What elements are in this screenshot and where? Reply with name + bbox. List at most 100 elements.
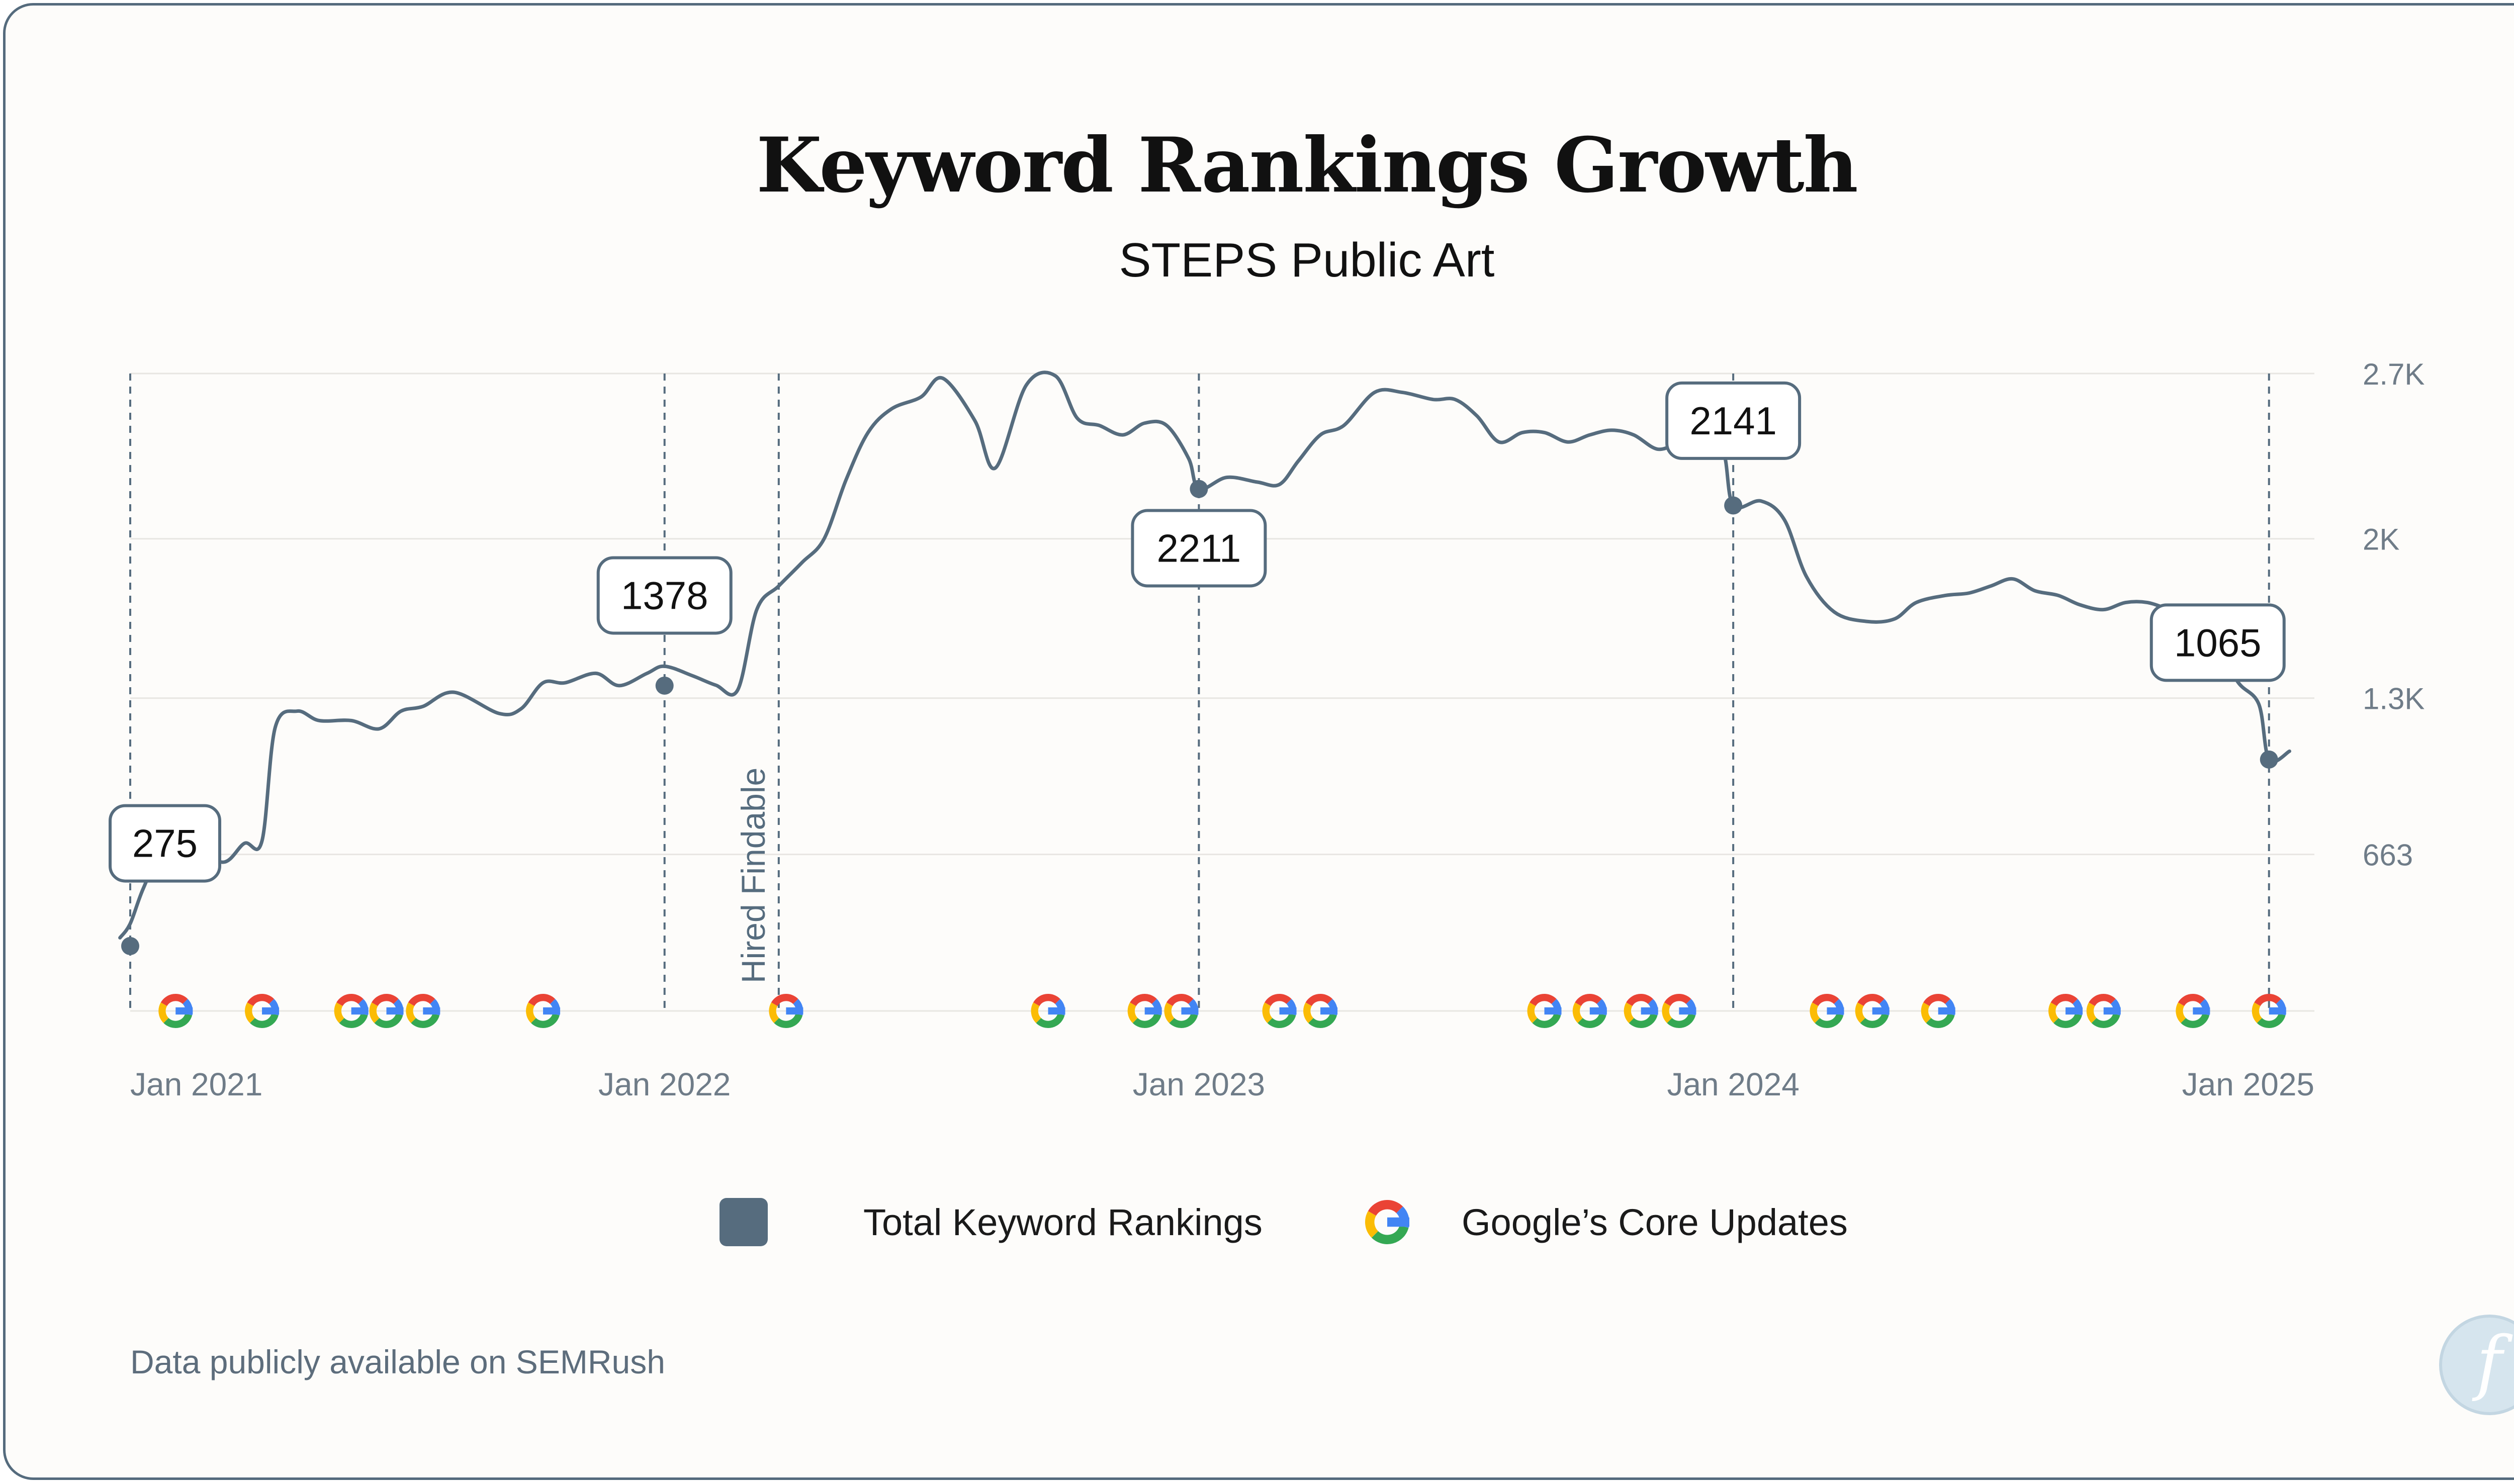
logo-letter: f — [2476, 1321, 2502, 1404]
data-point-marker — [655, 676, 674, 695]
google-g-arc — [1624, 1002, 1635, 1024]
google-g-arc — [1267, 1013, 1296, 1028]
chart-card: Keyword Rankings Growth STEPS Public Art… — [3, 3, 2514, 1480]
google-g-icon — [245, 994, 280, 1028]
google-g-bar — [386, 1007, 404, 1015]
google-g-icon — [369, 994, 404, 1028]
google-g-bar — [1679, 1007, 1696, 1015]
google-g-icon — [1624, 994, 1658, 1028]
google-g-arc — [1921, 1002, 1932, 1024]
google-g-bar — [1144, 1007, 1162, 1015]
google-g-arc — [1308, 1013, 1337, 1028]
google-g-arc — [1629, 1013, 1658, 1028]
google-g-icon — [1127, 994, 1162, 1028]
google-g-arc — [1169, 1013, 1198, 1028]
google-g-arc — [1667, 1013, 1696, 1028]
x-tick-label: Jan 2024 — [1667, 1066, 1799, 1102]
google-g-bar — [1544, 1007, 1562, 1015]
google-g-arc — [339, 1013, 368, 1028]
google-g-arc — [158, 1002, 169, 1024]
google-g-bar — [786, 1007, 803, 1015]
google-g-arc — [1815, 1013, 1844, 1028]
google-g-icon — [1572, 994, 1607, 1028]
google-g-arc — [245, 1002, 255, 1024]
google-g-bar — [351, 1007, 369, 1015]
google-g-arc — [1812, 994, 1839, 1006]
findable-logo: f — [2439, 1315, 2514, 1415]
google-g-bar — [1641, 1007, 1658, 1015]
google-g-arc — [2091, 1013, 2120, 1028]
google-g-icon — [1662, 994, 1696, 1028]
google-g-arc — [2252, 1002, 2263, 1024]
google-g-bar — [543, 1007, 561, 1015]
google-g-arc — [531, 1013, 560, 1028]
google-g-arc — [1530, 994, 1557, 1006]
google-core-update-markers — [158, 994, 2286, 1028]
google-g-icon — [1365, 1200, 1409, 1244]
data-point-marker — [121, 937, 139, 955]
y-tick-label: 2.7K — [2363, 357, 2425, 391]
google-g-arc — [1527, 1002, 1538, 1024]
google-g-arc — [411, 1013, 440, 1028]
google-g-arc — [1810, 1002, 1820, 1024]
google-g-bar — [1279, 1007, 1297, 1015]
legend-item-google-core-updates: Google’s Core Updates — [1363, 1192, 1848, 1252]
data-point-marker — [1724, 496, 1743, 515]
google-g-arc — [160, 994, 188, 1006]
google-g-icon — [1365, 1200, 1409, 1244]
data-point-marker — [2260, 750, 2278, 769]
google-g-icon — [769, 994, 803, 1028]
google-g-arc — [528, 994, 556, 1006]
x-tick-label: Jan 2023 — [1133, 1066, 1265, 1102]
google-g-arc — [1857, 994, 1884, 1006]
google-g-arc — [1262, 1002, 1273, 1024]
google-g-arc — [406, 1002, 416, 1024]
data-label-box — [2149, 603, 2286, 682]
google-g-arc — [1127, 1002, 1138, 1024]
google-g-icon — [1810, 994, 1844, 1028]
google-g-arc — [1923, 994, 1950, 1006]
legend-label: Total Keyword Rankings — [863, 1201, 1263, 1243]
google-g-bar — [1872, 1007, 1890, 1015]
google-g-arc — [1303, 1002, 1314, 1024]
google-g-bar — [2066, 1007, 2083, 1015]
google-g-icon — [1303, 994, 1338, 1028]
google-g-arc — [2053, 1013, 2082, 1028]
google-g-bar — [262, 1007, 280, 1015]
google-g-arc — [163, 1013, 193, 1028]
google-g-icon — [1262, 994, 1297, 1028]
google-g-icon — [1527, 994, 1562, 1028]
google-g-arc — [1575, 994, 1602, 1006]
google-g-bar — [1827, 1007, 1844, 1015]
google-g-icon — [1921, 994, 1955, 1028]
google-g-icon — [2176, 994, 2210, 1028]
data-point-marker — [1190, 480, 1208, 498]
google-g-arc — [1132, 1013, 1161, 1028]
google-g-arc — [1572, 1002, 1583, 1024]
data-label: 2211 — [1157, 526, 1241, 571]
data-label: 1378 — [621, 573, 708, 617]
google-g-arc — [372, 994, 399, 1006]
data-source-note: Data publicly available on SEMRush — [130, 1343, 665, 1380]
google-g-arc — [336, 994, 364, 1006]
chart-legend: Total Keyword Rankings Google’s Core Upd… — [6, 1192, 2514, 1252]
google-g-arc — [769, 1002, 779, 1024]
y-tick-label: 1.3K — [2363, 682, 2425, 716]
google-g-icon — [406, 994, 440, 1028]
keyword-rankings-chart: 663 1.3K 2K 2.7K Jan 2021 Jan 2022 Jan 2023 Jan… — [109, 357, 2425, 1102]
google-g-arc — [2178, 994, 2205, 1006]
google-g-arc — [2086, 1002, 2097, 1024]
google-g-icon — [1855, 994, 1890, 1028]
x-tick-label: Jan 2021 — [130, 1066, 262, 1102]
google-g-arc — [774, 1013, 803, 1028]
data-label: 275 — [132, 821, 198, 866]
google-g-arc — [1855, 1002, 1866, 1024]
google-g-arc — [771, 994, 798, 1006]
data-label-box — [596, 556, 733, 635]
google-g-arc — [1662, 1002, 1672, 1024]
google-g-bar — [423, 1007, 440, 1015]
google-g-arc — [2089, 994, 2116, 1006]
google-g-arc — [1664, 994, 1691, 1006]
google-g-arc — [334, 1002, 345, 1024]
google-g-icon — [2252, 994, 2286, 1028]
